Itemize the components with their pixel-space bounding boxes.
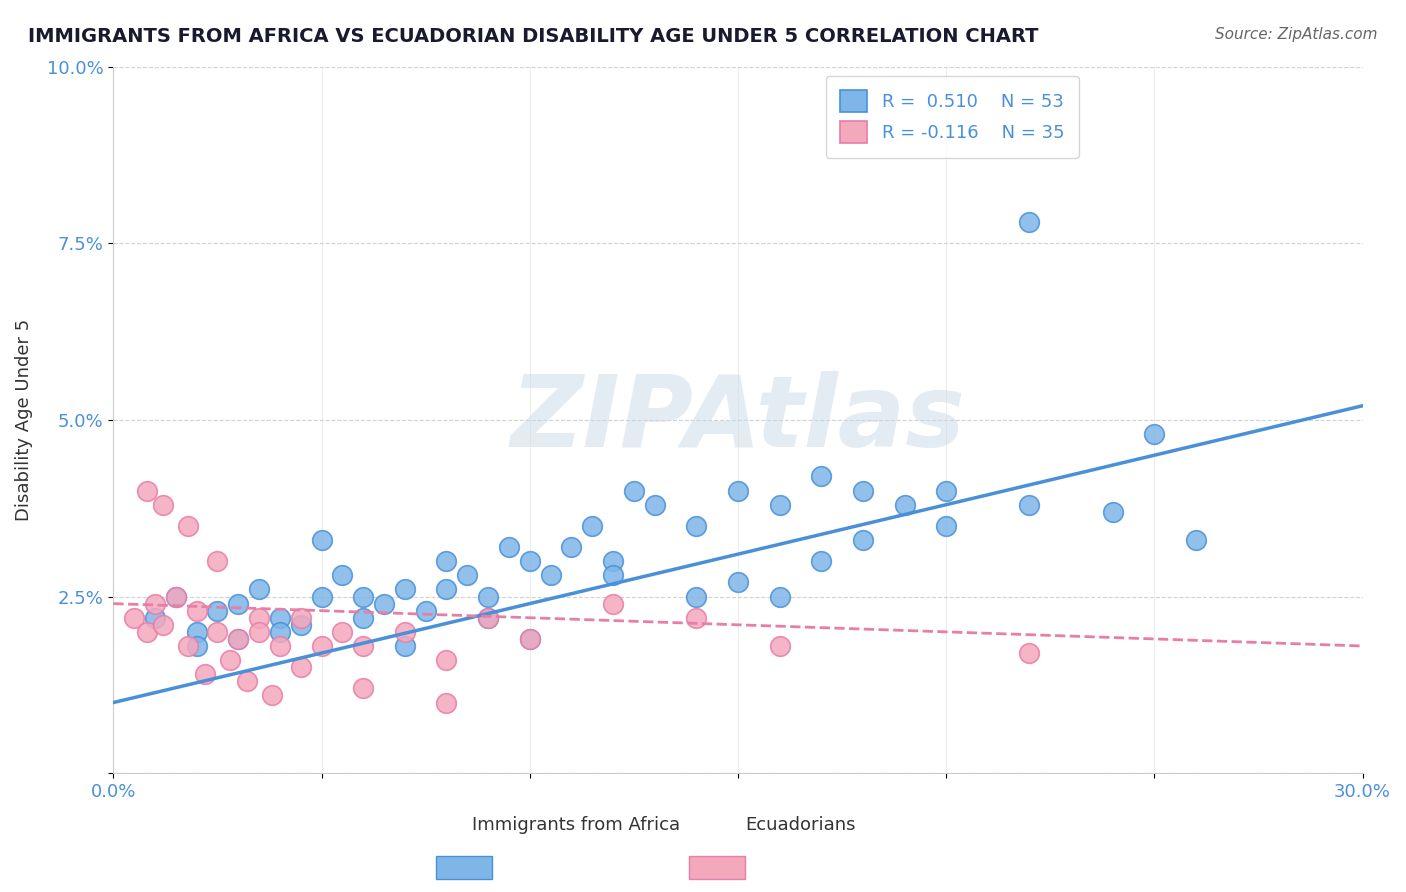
Point xyxy=(810,554,832,568)
Point xyxy=(290,660,312,674)
Point xyxy=(226,632,249,646)
Point xyxy=(477,611,499,625)
Point xyxy=(436,653,458,667)
Point xyxy=(394,624,416,639)
Point xyxy=(290,617,312,632)
Point xyxy=(226,632,249,646)
Point xyxy=(644,498,666,512)
Point xyxy=(1185,533,1208,547)
Point xyxy=(727,575,749,590)
Point xyxy=(269,611,291,625)
Point xyxy=(143,597,166,611)
Point xyxy=(352,639,374,653)
Point xyxy=(207,604,229,618)
Point xyxy=(194,667,217,681)
Point xyxy=(352,590,374,604)
Point xyxy=(1018,215,1040,229)
Point xyxy=(207,554,229,568)
Point xyxy=(768,639,790,653)
Point xyxy=(685,519,707,533)
Text: ZIPAtlas: ZIPAtlas xyxy=(510,371,966,468)
Point xyxy=(540,568,562,582)
Point xyxy=(436,696,458,710)
Point xyxy=(685,590,707,604)
Point xyxy=(1018,498,1040,512)
Point xyxy=(152,498,174,512)
Point xyxy=(810,469,832,483)
Point xyxy=(519,632,541,646)
Point xyxy=(177,639,200,653)
Point xyxy=(352,611,374,625)
Point xyxy=(685,611,707,625)
Point xyxy=(260,689,283,703)
Point xyxy=(186,624,208,639)
Point xyxy=(498,540,520,554)
Point xyxy=(135,624,157,639)
Point xyxy=(935,519,957,533)
Point xyxy=(177,519,200,533)
Point xyxy=(311,533,333,547)
Point xyxy=(219,653,242,667)
Point xyxy=(1143,427,1166,442)
Point xyxy=(415,604,437,618)
Point xyxy=(122,611,145,625)
Point xyxy=(602,568,624,582)
Point xyxy=(477,611,499,625)
Point xyxy=(623,483,645,498)
Point xyxy=(290,611,312,625)
Point xyxy=(456,568,478,582)
Point xyxy=(602,597,624,611)
Point xyxy=(768,498,790,512)
Point xyxy=(352,681,374,696)
Point xyxy=(311,639,333,653)
Point xyxy=(332,568,354,582)
Point xyxy=(247,624,270,639)
Y-axis label: Disability Age Under 5: Disability Age Under 5 xyxy=(15,318,32,521)
Point xyxy=(394,582,416,597)
Point xyxy=(581,519,603,533)
Point xyxy=(1018,646,1040,660)
Point xyxy=(186,604,208,618)
Point xyxy=(893,498,915,512)
Point xyxy=(373,597,395,611)
Point xyxy=(269,624,291,639)
Point xyxy=(852,533,875,547)
Point xyxy=(247,582,270,597)
Point xyxy=(165,590,187,604)
Point xyxy=(143,611,166,625)
Point xyxy=(135,483,157,498)
Text: Immigrants from Africa: Immigrants from Africa xyxy=(471,815,679,834)
Point xyxy=(852,483,875,498)
Text: Ecuadorians: Ecuadorians xyxy=(745,815,856,834)
Point xyxy=(311,590,333,604)
Point xyxy=(768,590,790,604)
Point xyxy=(519,554,541,568)
Point xyxy=(602,554,624,568)
Legend: R =  0.510    N = 53, R = -0.116    N = 35: R = 0.510 N = 53, R = -0.116 N = 35 xyxy=(825,76,1078,158)
Point xyxy=(207,624,229,639)
Point xyxy=(436,582,458,597)
Point xyxy=(226,597,249,611)
Text: IMMIGRANTS FROM AFRICA VS ECUADORIAN DISABILITY AGE UNDER 5 CORRELATION CHART: IMMIGRANTS FROM AFRICA VS ECUADORIAN DIS… xyxy=(28,27,1039,45)
Point xyxy=(477,590,499,604)
Point xyxy=(436,554,458,568)
Point xyxy=(935,483,957,498)
Point xyxy=(560,540,582,554)
Point xyxy=(332,624,354,639)
Point xyxy=(152,617,174,632)
Point xyxy=(1101,505,1123,519)
Point xyxy=(269,639,291,653)
Point xyxy=(186,639,208,653)
Point xyxy=(727,483,749,498)
Text: Source: ZipAtlas.com: Source: ZipAtlas.com xyxy=(1215,27,1378,42)
Point xyxy=(165,590,187,604)
Point xyxy=(247,611,270,625)
Point xyxy=(394,639,416,653)
Point xyxy=(235,674,257,689)
Point xyxy=(519,632,541,646)
